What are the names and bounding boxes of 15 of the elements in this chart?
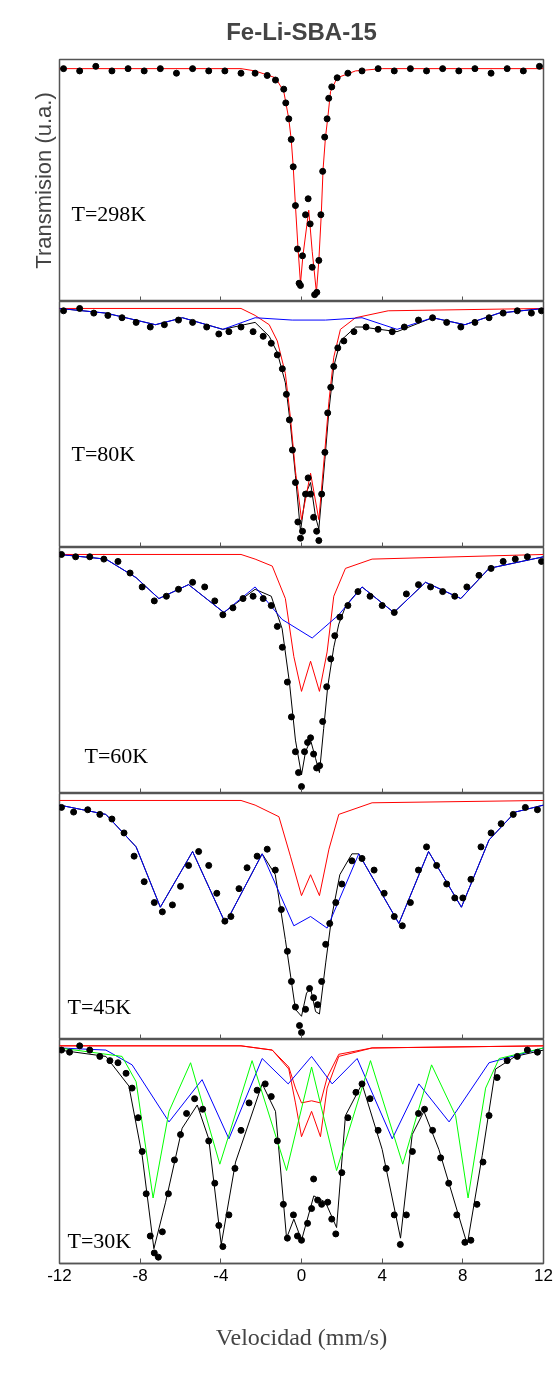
x-axis-title: Velocidad (mm/s) xyxy=(215,1323,388,1350)
annotation: T=60K xyxy=(84,742,149,768)
y-axis-title: Transmision (u.a.) xyxy=(30,92,56,269)
annotation: T=30K xyxy=(67,1227,132,1253)
x-tick-label: -8 xyxy=(132,1265,148,1285)
chart-title: Fe-Li-SBA-15 xyxy=(226,17,377,45)
x-tick-label: 4 xyxy=(377,1265,387,1285)
x-tick-label: 12 xyxy=(534,1265,553,1285)
x-tick-label: 0 xyxy=(296,1265,307,1285)
x-tick-label: 8 xyxy=(458,1265,468,1285)
x-tick-label: -4 xyxy=(213,1265,229,1285)
annotation: T=45K xyxy=(67,993,132,1019)
annotation: T=80K xyxy=(71,441,136,467)
annotation: T=298K xyxy=(71,201,147,227)
x-tick-label: -12 xyxy=(47,1265,72,1285)
